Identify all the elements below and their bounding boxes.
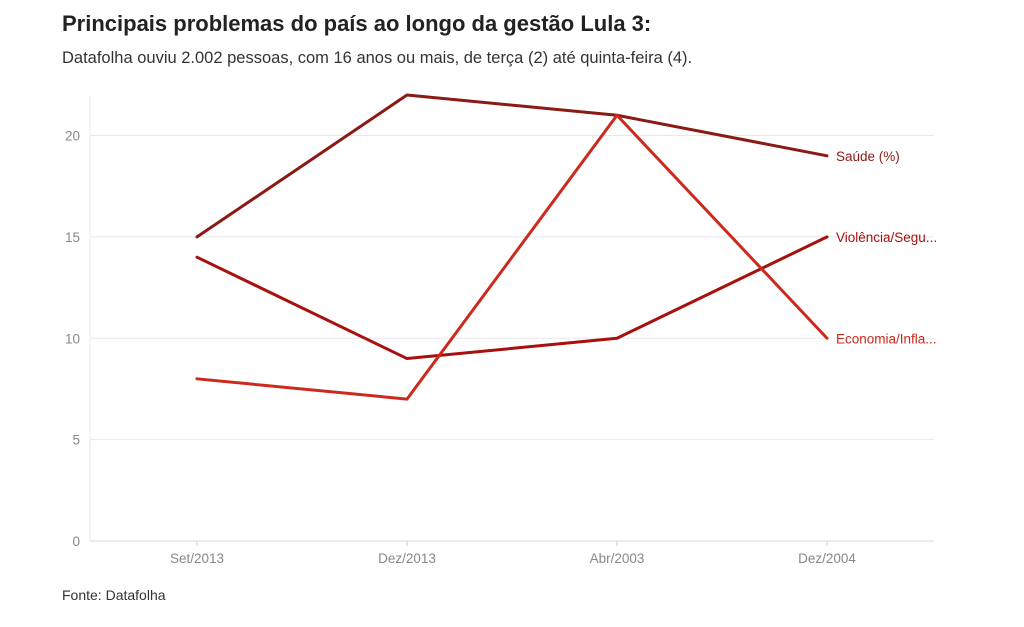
series-line	[195, 93, 829, 239]
chart-title: Principais problemas do país ao longo da…	[62, 11, 652, 36]
y-tick-label: 10	[65, 331, 80, 346]
y-tick-label: 0	[72, 534, 80, 549]
series-label: Saúde (%)	[836, 149, 900, 164]
series-line	[195, 235, 829, 361]
series-labels: Saúde (%) Violência/Segu... Economia/Infla…	[836, 149, 937, 346]
x-tick-label: Abr/2003	[590, 551, 645, 566]
y-tick-label: 5	[72, 433, 80, 448]
x-tick-label: Dez/2013	[378, 551, 436, 566]
axes: 0 5 10 15 20 Set/2013 Dez/2013 Abr/2003 Dez/2004	[65, 95, 856, 566]
x-tick-label: Set/2013	[170, 551, 224, 566]
chart-source: Fonte: Datafolha	[62, 587, 166, 603]
y-tick-label: 20	[65, 129, 80, 144]
x-tick-label: Dez/2004	[798, 551, 856, 566]
series-label: Violência/Segu...	[836, 230, 937, 245]
series-line	[195, 113, 829, 401]
y-tick-label: 15	[65, 230, 80, 245]
chart-subtitle: Datafolha ouviu 2.002 pessoas, com 16 an…	[62, 49, 693, 67]
gridlines	[90, 135, 934, 542]
series-lines	[195, 93, 829, 401]
series-label: Economia/Infla...	[836, 331, 937, 346]
